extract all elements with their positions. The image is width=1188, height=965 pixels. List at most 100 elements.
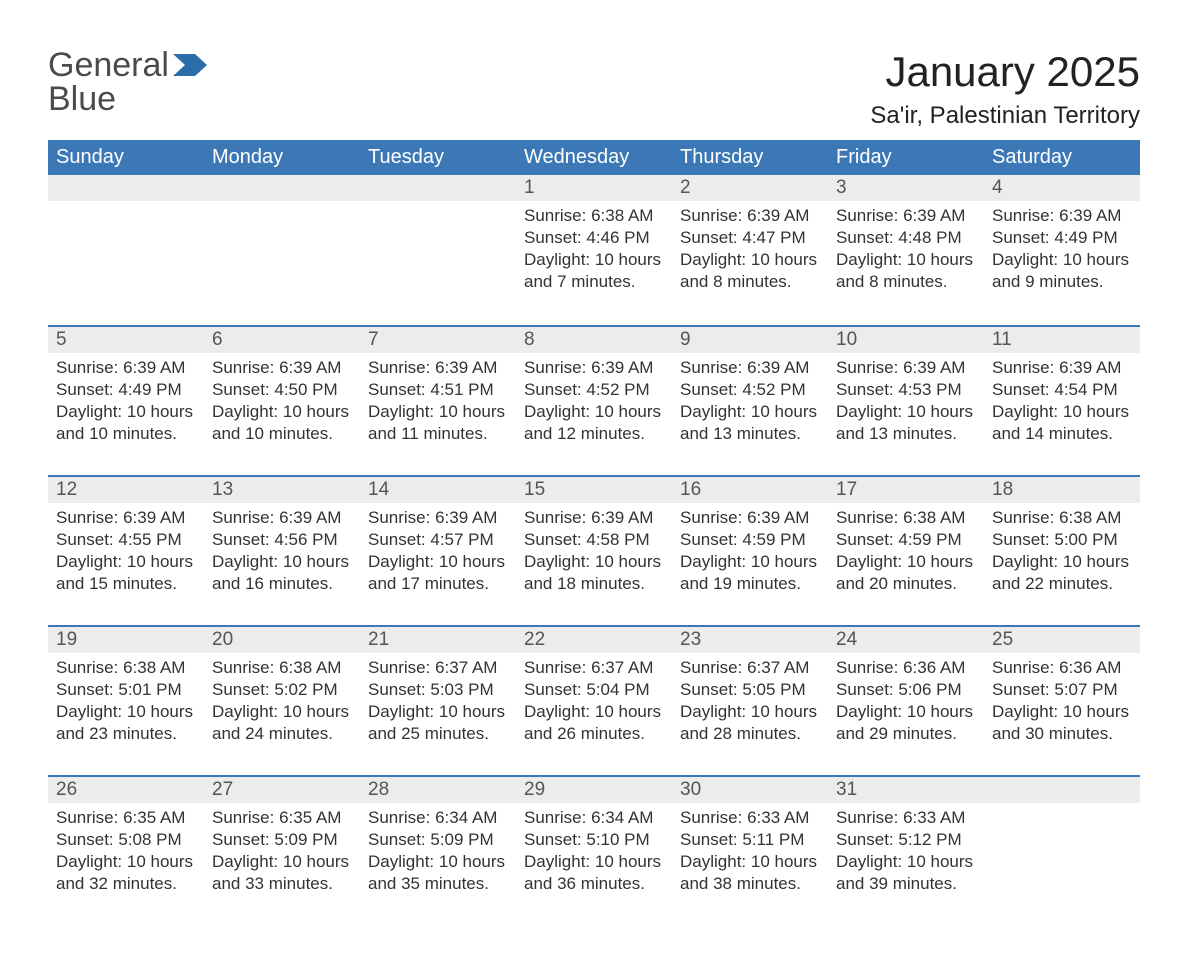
day-details: Sunrise: 6:39 AMSunset: 4:55 PMDaylight:… — [48, 503, 204, 603]
daylight-line: Daylight: 10 hours and 17 minutes. — [368, 551, 508, 595]
day-details: Sunrise: 6:33 AMSunset: 5:12 PMDaylight:… — [828, 803, 984, 903]
calendar-cell: 10Sunrise: 6:39 AMSunset: 4:53 PMDayligh… — [828, 325, 984, 475]
sunset-line: Sunset: 5:10 PM — [524, 829, 664, 851]
daylight-line: Daylight: 10 hours and 19 minutes. — [680, 551, 820, 595]
daylight-line: Daylight: 10 hours and 13 minutes. — [836, 401, 976, 445]
daylight-line: Daylight: 10 hours and 9 minutes. — [992, 249, 1132, 293]
page-header: General Blue January 2025 Sa'ir, Palesti… — [48, 48, 1140, 140]
daylight-line: Daylight: 10 hours and 16 minutes. — [212, 551, 352, 595]
daylight-line: Daylight: 10 hours and 10 minutes. — [212, 401, 352, 445]
day-number: 26 — [48, 777, 204, 803]
calendar-cell — [204, 175, 360, 325]
logo-word-general: General — [48, 48, 169, 82]
sunset-line: Sunset: 4:49 PM — [992, 227, 1132, 249]
sunset-line: Sunset: 5:02 PM — [212, 679, 352, 701]
sunset-line: Sunset: 4:52 PM — [524, 379, 664, 401]
calendar-table: SundayMondayTuesdayWednesdayThursdayFrid… — [48, 140, 1140, 925]
day-number: 4 — [984, 175, 1140, 201]
day-details: Sunrise: 6:37 AMSunset: 5:03 PMDaylight:… — [360, 653, 516, 753]
sunrise-line: Sunrise: 6:39 AM — [992, 205, 1132, 227]
daylight-line: Daylight: 10 hours and 33 minutes. — [212, 851, 352, 895]
sunrise-line: Sunrise: 6:39 AM — [368, 507, 508, 529]
day-details: Sunrise: 6:38 AMSunset: 5:00 PMDaylight:… — [984, 503, 1140, 603]
sunset-line: Sunset: 5:06 PM — [836, 679, 976, 701]
sunset-line: Sunset: 4:53 PM — [836, 379, 976, 401]
daylight-line: Daylight: 10 hours and 10 minutes. — [56, 401, 196, 445]
sunrise-line: Sunrise: 6:39 AM — [680, 357, 820, 379]
daylight-line: Daylight: 10 hours and 18 minutes. — [524, 551, 664, 595]
sunrise-line: Sunrise: 6:38 AM — [524, 205, 664, 227]
sunset-line: Sunset: 5:05 PM — [680, 679, 820, 701]
sunset-line: Sunset: 5:04 PM — [524, 679, 664, 701]
sunrise-line: Sunrise: 6:39 AM — [212, 507, 352, 529]
weekday-header: Saturday — [984, 140, 1140, 175]
sunset-line: Sunset: 5:01 PM — [56, 679, 196, 701]
sunrise-line: Sunrise: 6:35 AM — [212, 807, 352, 829]
daylight-line: Daylight: 10 hours and 36 minutes. — [524, 851, 664, 895]
weekday-header: Sunday — [48, 140, 204, 175]
sunset-line: Sunset: 4:51 PM — [368, 379, 508, 401]
sunrise-line: Sunrise: 6:37 AM — [524, 657, 664, 679]
calendar-cell: 26Sunrise: 6:35 AMSunset: 5:08 PMDayligh… — [48, 775, 204, 925]
calendar-cell: 29Sunrise: 6:34 AMSunset: 5:10 PMDayligh… — [516, 775, 672, 925]
day-number: 23 — [672, 627, 828, 653]
calendar-cell: 25Sunrise: 6:36 AMSunset: 5:07 PMDayligh… — [984, 625, 1140, 775]
daylight-line: Daylight: 10 hours and 28 minutes. — [680, 701, 820, 745]
sunrise-line: Sunrise: 6:35 AM — [56, 807, 196, 829]
sunset-line: Sunset: 5:12 PM — [836, 829, 976, 851]
calendar-cell: 23Sunrise: 6:37 AMSunset: 5:05 PMDayligh… — [672, 625, 828, 775]
sunset-line: Sunset: 4:48 PM — [836, 227, 976, 249]
daylight-line: Daylight: 10 hours and 12 minutes. — [524, 401, 664, 445]
day-details: Sunrise: 6:39 AMSunset: 4:56 PMDaylight:… — [204, 503, 360, 603]
daylight-line: Daylight: 10 hours and 38 minutes. — [680, 851, 820, 895]
sunset-line: Sunset: 5:08 PM — [56, 829, 196, 851]
day-details: Sunrise: 6:39 AMSunset: 4:57 PMDaylight:… — [360, 503, 516, 603]
calendar-cell: 22Sunrise: 6:37 AMSunset: 5:04 PMDayligh… — [516, 625, 672, 775]
day-details: Sunrise: 6:35 AMSunset: 5:09 PMDaylight:… — [204, 803, 360, 903]
sunrise-line: Sunrise: 6:39 AM — [212, 357, 352, 379]
calendar-cell: 30Sunrise: 6:33 AMSunset: 5:11 PMDayligh… — [672, 775, 828, 925]
daylight-line: Daylight: 10 hours and 39 minutes. — [836, 851, 976, 895]
day-number: 1 — [516, 175, 672, 201]
weekday-header: Wednesday — [516, 140, 672, 175]
day-details: Sunrise: 6:38 AMSunset: 4:59 PMDaylight:… — [828, 503, 984, 603]
day-number: 30 — [672, 777, 828, 803]
day-details: Sunrise: 6:33 AMSunset: 5:11 PMDaylight:… — [672, 803, 828, 903]
day-number: 2 — [672, 175, 828, 201]
day-details: Sunrise: 6:34 AMSunset: 5:09 PMDaylight:… — [360, 803, 516, 903]
sunrise-line: Sunrise: 6:36 AM — [992, 657, 1132, 679]
day-number: 16 — [672, 477, 828, 503]
sunrise-line: Sunrise: 6:38 AM — [992, 507, 1132, 529]
empty-daynum — [48, 175, 204, 201]
day-details: Sunrise: 6:38 AMSunset: 5:01 PMDaylight:… — [48, 653, 204, 753]
day-details: Sunrise: 6:39 AMSunset: 4:49 PMDaylight:… — [48, 353, 204, 453]
sunrise-line: Sunrise: 6:38 AM — [212, 657, 352, 679]
sunset-line: Sunset: 4:50 PM — [212, 379, 352, 401]
day-number: 7 — [360, 327, 516, 353]
day-details: Sunrise: 6:39 AMSunset: 4:47 PMDaylight:… — [672, 201, 828, 301]
calendar-cell: 31Sunrise: 6:33 AMSunset: 5:12 PMDayligh… — [828, 775, 984, 925]
location-label: Sa'ir, Palestinian Territory — [870, 102, 1140, 130]
sunset-line: Sunset: 4:58 PM — [524, 529, 664, 551]
sunset-line: Sunset: 4:54 PM — [992, 379, 1132, 401]
sunrise-line: Sunrise: 6:39 AM — [992, 357, 1132, 379]
daylight-line: Daylight: 10 hours and 8 minutes. — [836, 249, 976, 293]
calendar-row: 1Sunrise: 6:38 AMSunset: 4:46 PMDaylight… — [48, 175, 1140, 325]
weekday-header: Monday — [204, 140, 360, 175]
sunset-line: Sunset: 5:00 PM — [992, 529, 1132, 551]
day-number: 5 — [48, 327, 204, 353]
sunrise-line: Sunrise: 6:38 AM — [836, 507, 976, 529]
calendar-cell: 7Sunrise: 6:39 AMSunset: 4:51 PMDaylight… — [360, 325, 516, 475]
daylight-line: Daylight: 10 hours and 15 minutes. — [56, 551, 196, 595]
empty-daynum — [204, 175, 360, 201]
sunrise-line: Sunrise: 6:39 AM — [680, 507, 820, 529]
daylight-line: Daylight: 10 hours and 8 minutes. — [680, 249, 820, 293]
calendar-cell — [48, 175, 204, 325]
logo: General Blue — [48, 48, 207, 116]
calendar-row: 19Sunrise: 6:38 AMSunset: 5:01 PMDayligh… — [48, 625, 1140, 775]
day-details: Sunrise: 6:37 AMSunset: 5:05 PMDaylight:… — [672, 653, 828, 753]
day-number: 19 — [48, 627, 204, 653]
day-number: 3 — [828, 175, 984, 201]
daylight-line: Daylight: 10 hours and 22 minutes. — [992, 551, 1132, 595]
calendar-row: 26Sunrise: 6:35 AMSunset: 5:08 PMDayligh… — [48, 775, 1140, 925]
